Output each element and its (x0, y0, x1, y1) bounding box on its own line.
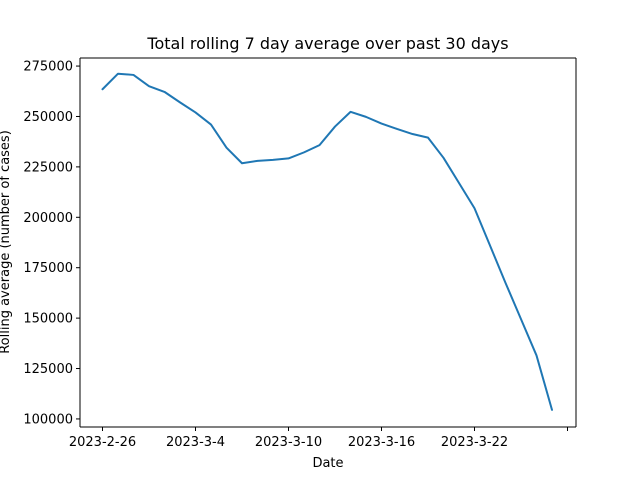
data-point (364, 115, 368, 119)
x-axis-label: Date (312, 456, 343, 471)
data-point (457, 181, 461, 185)
plot-area (80, 58, 576, 427)
data-point (504, 281, 508, 285)
data-point (411, 132, 415, 136)
data-point (271, 158, 275, 162)
x-tick-label: 2023-3-22 (441, 435, 508, 450)
plot-frame (79, 57, 577, 428)
y-tick-label: 200000 (23, 211, 73, 226)
x-tick-label: 2023-3-16 (348, 435, 415, 450)
data-point (287, 156, 291, 160)
x-tick-label: 2023-3-10 (255, 435, 322, 450)
data-point (380, 122, 384, 126)
data-point (488, 244, 492, 248)
data-point (395, 127, 399, 131)
data-point (333, 125, 337, 129)
y-tick-label: 125000 (23, 362, 73, 377)
x-axis-ticks: 2023-2-26 2023-3-4 2023-3-10 2023-3-16 2023-… (69, 427, 568, 450)
data-point (240, 161, 244, 165)
y-tick-label: 150000 (23, 312, 73, 327)
y-tick-label: 225000 (23, 160, 73, 175)
x-tick-label: 2023-2-26 (69, 435, 136, 450)
y-tick-label: 100000 (23, 412, 73, 427)
data-point (302, 150, 306, 154)
data-point (225, 146, 229, 150)
chart-title: Total rolling 7 day average over past 30… (146, 34, 508, 53)
y-tick-label: 275000 (23, 60, 73, 75)
data-point (550, 408, 554, 412)
series-line (101, 72, 553, 411)
x-tick-label: 2023-3-4 (166, 435, 225, 450)
data-point (116, 72, 120, 76)
data-point (318, 143, 322, 147)
data-point (473, 206, 477, 210)
data-point (349, 110, 353, 114)
y-axis-label: Rolling average (number of cases) (0, 130, 13, 354)
data-point (194, 110, 198, 114)
y-tick-label: 175000 (23, 261, 73, 276)
data-point (442, 156, 446, 160)
y-tick-label: 250000 (23, 110, 73, 125)
data-point (209, 123, 213, 127)
data-point (147, 84, 151, 88)
data-point (132, 73, 136, 77)
data-point (426, 136, 430, 140)
data-point (519, 317, 523, 321)
data-point (163, 90, 167, 94)
y-axis-ticks: 100000 125000 150000 175000 200000 225000 2500… (23, 60, 80, 427)
data-point (178, 100, 182, 104)
data-point (256, 159, 260, 163)
data-point (101, 87, 105, 91)
data-point (535, 353, 539, 357)
